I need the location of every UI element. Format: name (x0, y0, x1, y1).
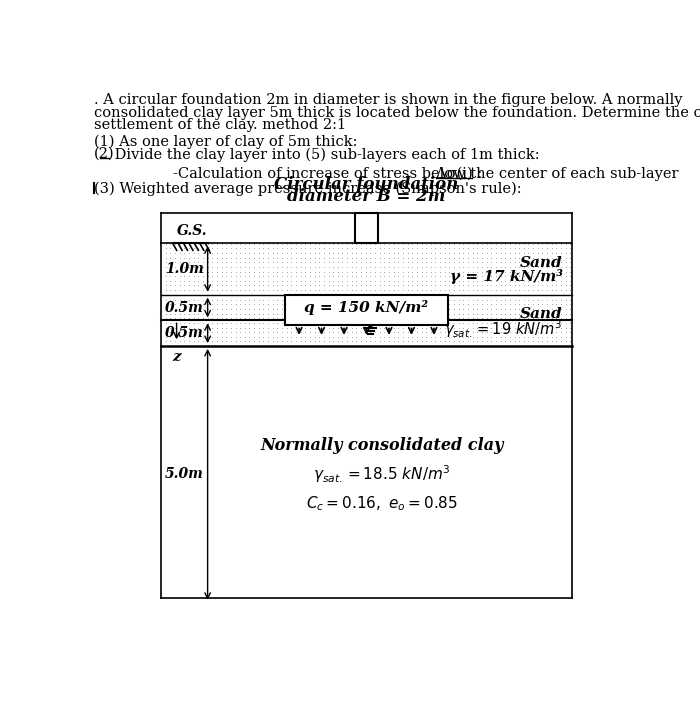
Text: G.S.: G.S. (176, 224, 207, 238)
Text: Divide the clay layer into (5) sub-layers each of 1m thick:: Divide the clay layer into (5) sub-layer… (110, 147, 540, 162)
Text: W.T.: W.T. (354, 303, 386, 316)
Text: Δσ(i) :: Δσ(i) : (436, 167, 482, 181)
Text: diameter B = 2m: diameter B = 2m (287, 188, 446, 205)
Text: $\mathit{\gamma}_{sat.}$$\mathit{ = 18.5\ kN/m^3}$: $\mathit{\gamma}_{sat.}$$\mathit{ = 18.5… (313, 464, 451, 485)
Text: . A circular foundation 2m in diameter is shown in the figure below. A normally: . A circular foundation 2m in diameter i… (94, 93, 682, 107)
Text: consolidated clay layer 5m thick is located below the foundation. Determine the : consolidated clay layer 5m thick is loca… (94, 106, 700, 119)
Text: $\mathit{\gamma}_{sat.}$$\mathit{ = 19\ kN/m^3}$: $\mathit{\gamma}_{sat.}$$\mathit{ = 19\ … (444, 318, 563, 339)
Text: Normally consolidated clay: Normally consolidated clay (260, 436, 504, 454)
Text: Sand: Sand (520, 307, 563, 321)
Text: -Calculation of increase of stress below the center of each sub-layer: -Calculation of increase of stress below… (136, 167, 683, 181)
Text: 5.0m: 5.0m (165, 467, 204, 481)
Text: q = 150 kN/m²: q = 150 kN/m² (304, 300, 428, 314)
Polygon shape (285, 295, 448, 326)
Text: settlement of the clay. method 2:1: settlement of the clay. method 2:1 (94, 118, 346, 132)
Text: Circular foundation: Circular foundation (274, 176, 458, 193)
Polygon shape (364, 321, 377, 328)
Text: $\mathit{C_c}$$\mathit{ =0.16,\ }$$\mathit{e_o}$$\mathit{ =0.85}$: $\mathit{C_c}$$\mathit{ =0.16,\ }$$\math… (306, 494, 458, 513)
Text: Sand: Sand (520, 256, 563, 270)
Text: 0.5m: 0.5m (165, 301, 204, 314)
Text: (2): (2) (94, 147, 114, 161)
Text: (1) As one layer of clay of 5m thick:: (1) As one layer of clay of 5m thick: (94, 134, 357, 149)
Polygon shape (355, 213, 378, 243)
Text: 0.5m: 0.5m (165, 326, 204, 340)
Text: γ = 17 kN/m³: γ = 17 kN/m³ (449, 269, 563, 284)
Text: z: z (172, 350, 181, 364)
Text: (3) Weighted average pressure increase (Simpson's rule):: (3) Weighted average pressure increase (… (94, 182, 522, 196)
Text: 1.0m: 1.0m (165, 262, 204, 276)
